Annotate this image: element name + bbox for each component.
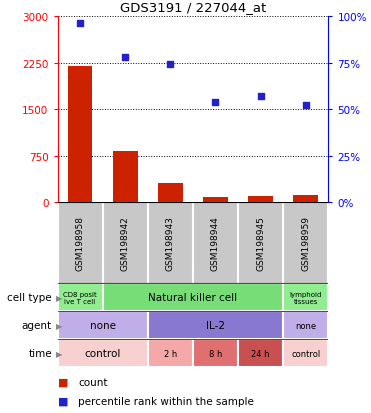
- Text: control: control: [85, 349, 121, 358]
- Point: [77, 21, 83, 28]
- Text: CD8 posit
ive T cell: CD8 posit ive T cell: [63, 291, 97, 304]
- Text: IL-2: IL-2: [206, 320, 225, 330]
- Point: [213, 99, 219, 106]
- Bar: [103, 283, 283, 311]
- Text: none: none: [295, 321, 316, 330]
- Text: lymphoid
tissues: lymphoid tissues: [290, 291, 322, 304]
- Text: agent: agent: [22, 320, 52, 330]
- Text: GSM198959: GSM198959: [301, 216, 310, 271]
- Text: GSM198958: GSM198958: [76, 216, 85, 271]
- Text: GSM198942: GSM198942: [121, 216, 130, 271]
- Bar: [283, 283, 328, 311]
- Text: control: control: [291, 349, 321, 358]
- Text: GSM198943: GSM198943: [166, 216, 175, 271]
- Bar: [293, 196, 318, 203]
- Text: ▶: ▶: [56, 321, 62, 330]
- Text: cell type: cell type: [7, 292, 52, 302]
- Text: count: count: [78, 377, 108, 387]
- Bar: [203, 198, 228, 203]
- Bar: [58, 339, 148, 368]
- Bar: [193, 339, 238, 368]
- Text: none: none: [90, 320, 116, 330]
- Bar: [283, 339, 328, 368]
- Text: GSM198944: GSM198944: [211, 216, 220, 271]
- Text: 2 h: 2 h: [164, 349, 177, 358]
- Bar: [113, 152, 138, 203]
- Text: ■: ■: [58, 377, 68, 387]
- Text: 24 h: 24 h: [252, 349, 270, 358]
- Text: time: time: [28, 349, 52, 358]
- Bar: [58, 311, 148, 339]
- Bar: [58, 283, 103, 311]
- Bar: [148, 339, 193, 368]
- Point: [257, 93, 263, 100]
- Text: GSM198945: GSM198945: [256, 216, 265, 271]
- Title: GDS3191 / 227044_at: GDS3191 / 227044_at: [120, 1, 266, 14]
- Bar: [148, 311, 283, 339]
- Text: 8 h: 8 h: [209, 349, 222, 358]
- Bar: [283, 311, 328, 339]
- Bar: [238, 339, 283, 368]
- Point: [122, 55, 128, 61]
- Text: ■: ■: [58, 396, 68, 406]
- Text: ▶: ▶: [56, 293, 62, 302]
- Bar: [158, 183, 183, 203]
- Point: [167, 62, 173, 69]
- Bar: [248, 197, 273, 203]
- Point: [303, 103, 309, 109]
- Text: Natural killer cell: Natural killer cell: [148, 292, 237, 302]
- Text: percentile rank within the sample: percentile rank within the sample: [78, 396, 254, 406]
- Text: ▶: ▶: [56, 349, 62, 358]
- Bar: [68, 66, 92, 203]
